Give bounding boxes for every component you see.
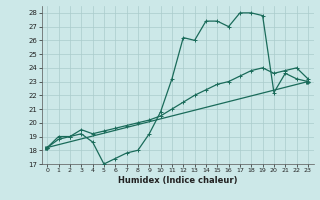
X-axis label: Humidex (Indice chaleur): Humidex (Indice chaleur) [118,176,237,185]
